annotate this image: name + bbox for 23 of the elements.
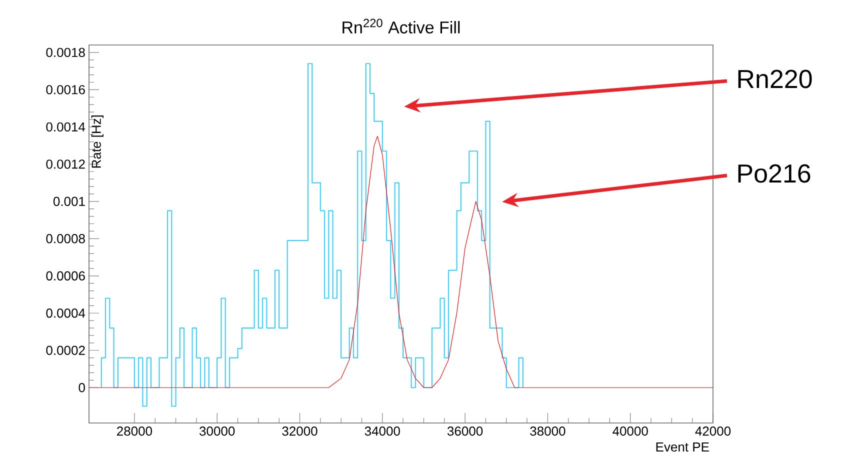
x-tick-label: 32000 <box>282 426 318 436</box>
y-tick-label: 0.0014 <box>46 122 86 132</box>
x-tick-label: 42000 <box>695 426 731 436</box>
y-tick-label: 0.0006 <box>46 271 85 280</box>
text: Rn220 <box>738 70 812 88</box>
y-tick-label: 0.0012 <box>46 160 85 169</box>
x-tick-label: 28000 <box>117 426 152 436</box>
y-tick-label: 0.0002 <box>46 346 85 355</box>
x-tick-label: 36000 <box>447 426 483 436</box>
x-tick-label: 40000 <box>612 426 648 436</box>
y-tick-label: 0.0008 <box>46 234 85 244</box>
chart-title: Rn$^{220}$ Active Fill <box>342 18 460 34</box>
y-tick-label: 0.0004 <box>46 308 86 318</box>
y-tick-label: 0 <box>78 383 85 392</box>
y-axis-title: Rate [Hz] <box>91 115 104 168</box>
y-tick-label: 0.0016 <box>46 85 85 94</box>
y-tick-label: 0.0018 <box>46 48 85 58</box>
y-tick-label: 0.001 <box>53 196 85 206</box>
x-tick-label: 30000 <box>200 426 235 436</box>
x-tick-label: 38000 <box>530 426 566 436</box>
text: Po216 <box>738 164 810 183</box>
x-tick-label: 34000 <box>364 426 400 436</box>
x-axis-title: Event PE <box>656 442 709 452</box>
